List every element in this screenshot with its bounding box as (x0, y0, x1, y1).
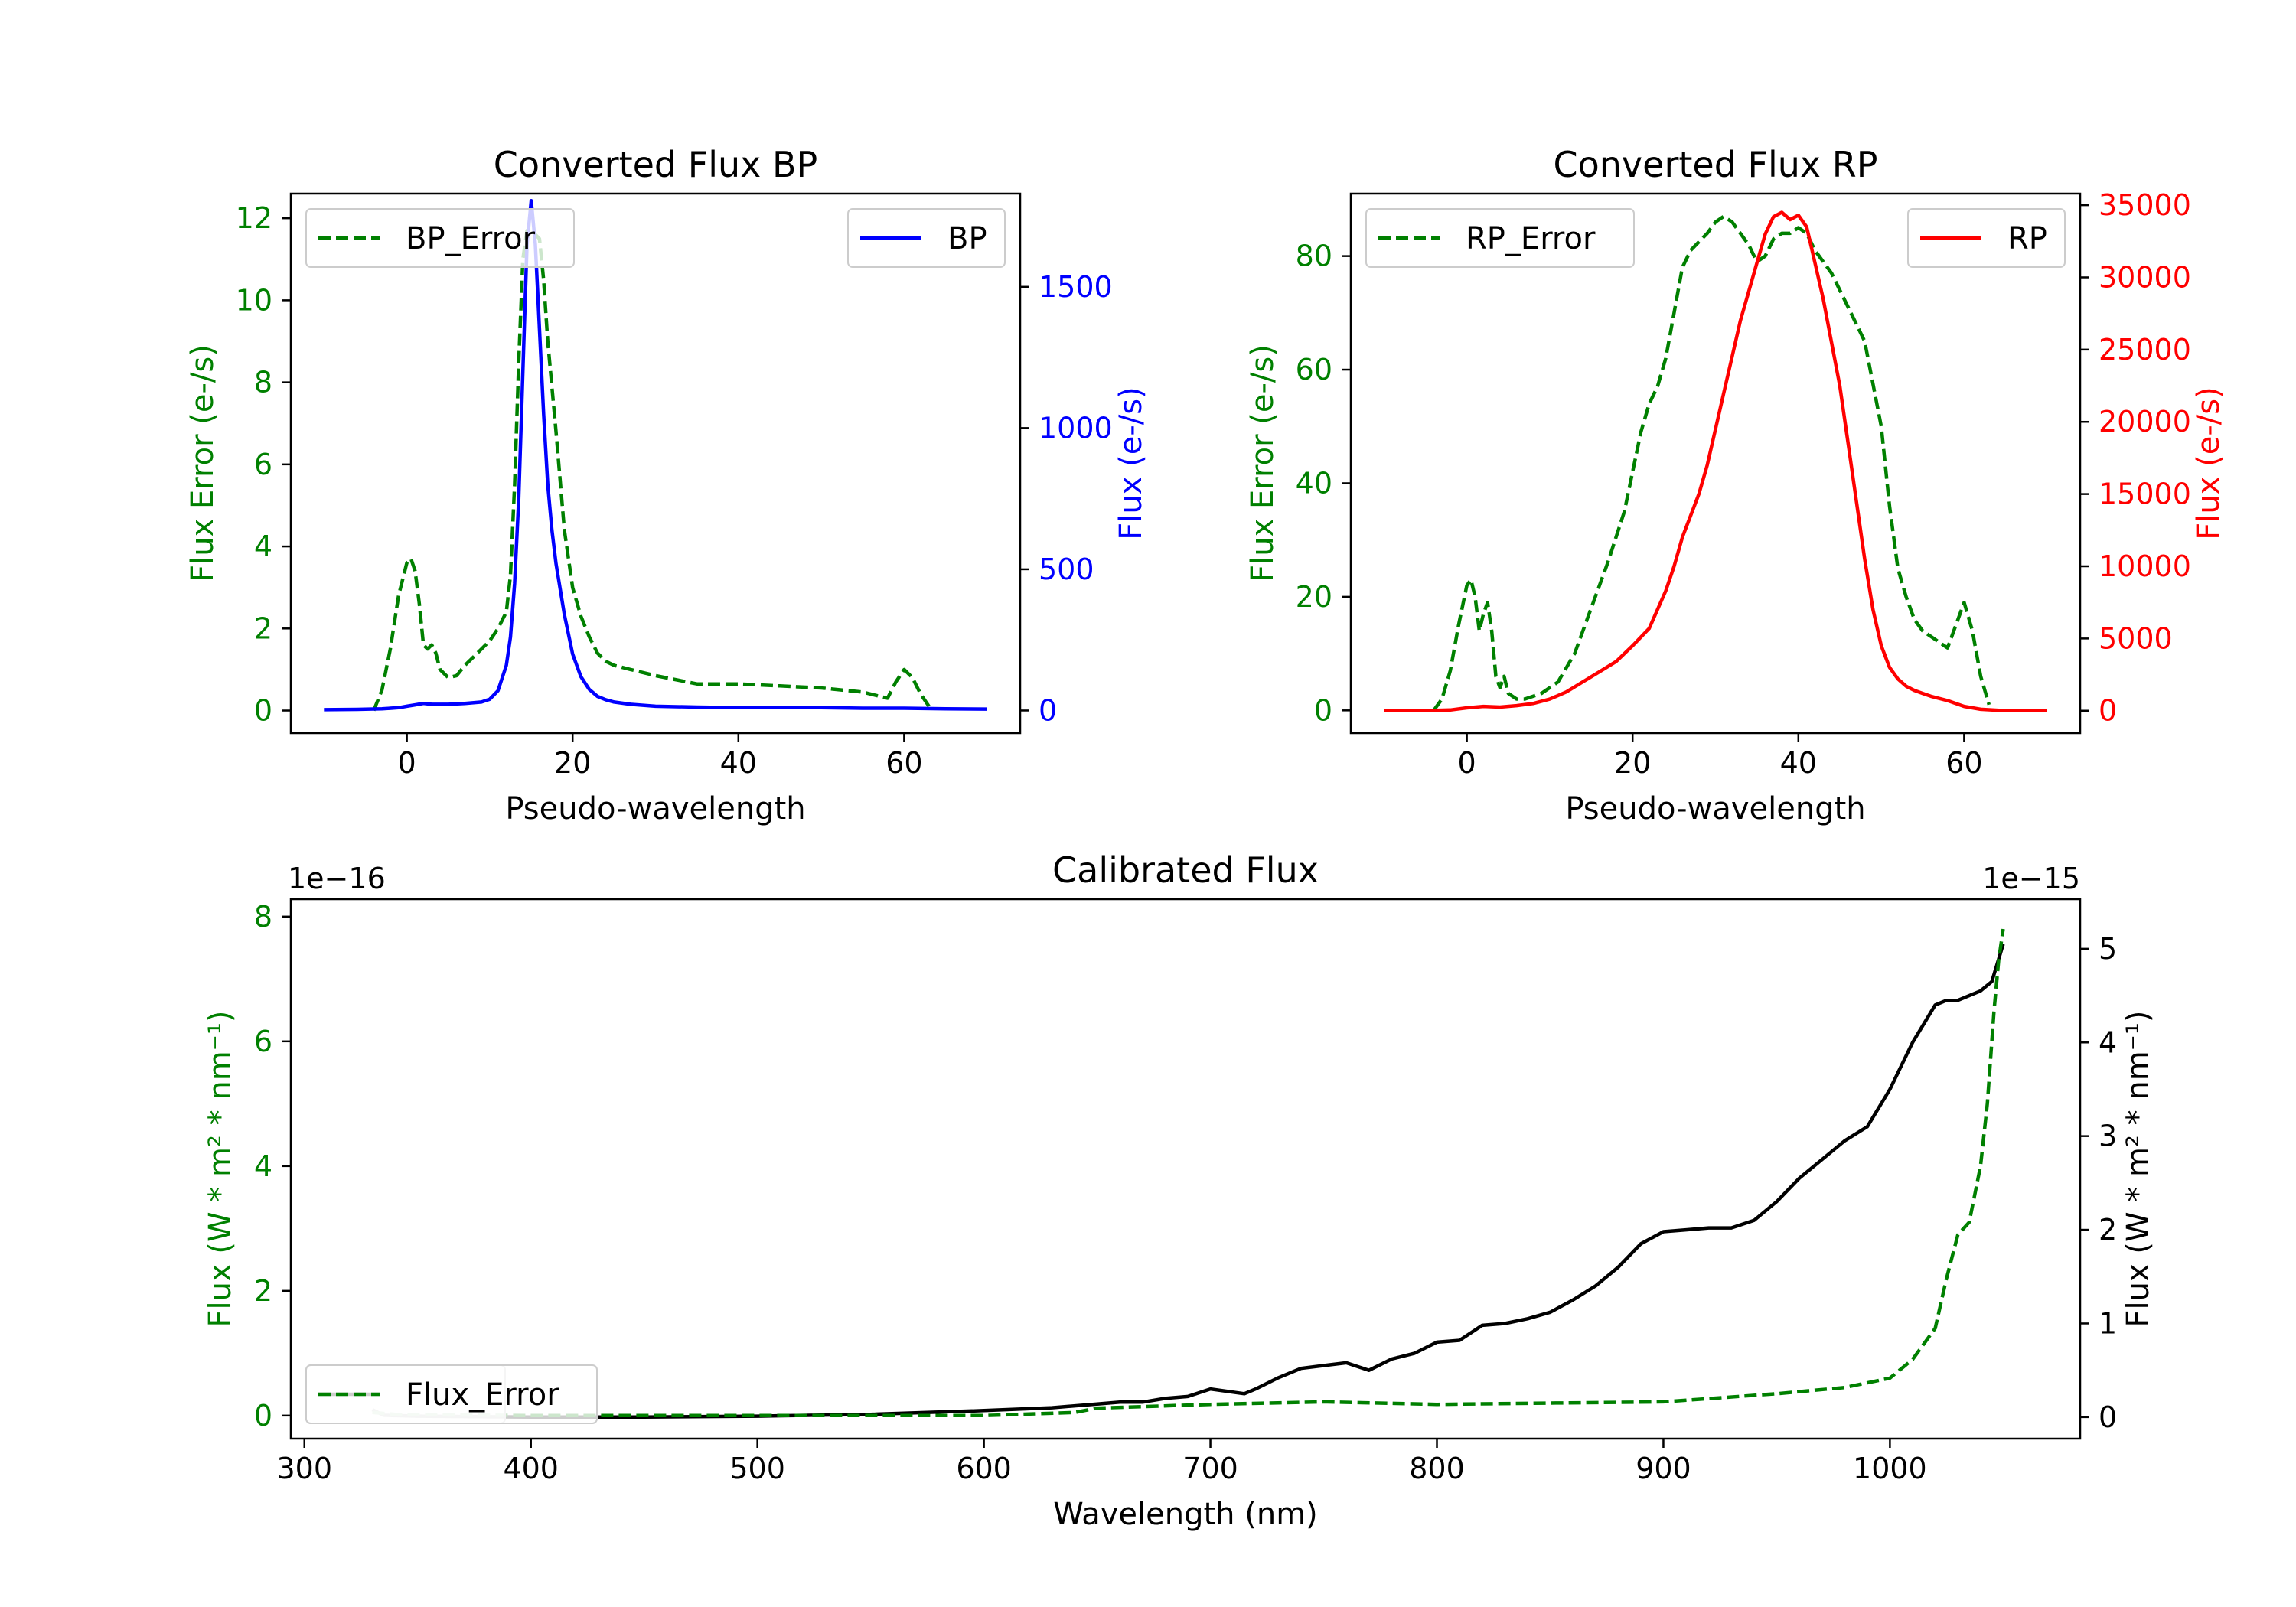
y-left-axis-label: Flux Error (e-/s) (185, 344, 220, 582)
plot-frame (1349, 192, 2082, 735)
x-tick-label: 400 (503, 1452, 559, 1485)
y-right-tick-label: 15000 (2099, 478, 2191, 511)
series-line-flux (371, 944, 2005, 1420)
x-axis-label: Pseudo-wavelength (505, 791, 805, 826)
plot-frame (289, 192, 1022, 735)
chart-calibrated-flux: 300 400 500 600 700 800 900 1000 0 2 4 6 8 0 1 2 3 4 5 Cali… (203, 849, 2156, 1532)
x-tick-label: 40 (720, 746, 757, 780)
series-line-bp-error (372, 229, 931, 712)
y-right-tick-label: 1 (2099, 1306, 2117, 1340)
chart-title: Converted Flux RP (1554, 144, 1878, 185)
x-tick-label: 0 (1458, 746, 1476, 780)
y-left-tick-label: 4 (254, 1149, 272, 1183)
x-tick-label: 600 (956, 1452, 1012, 1485)
y-right-tick-label: 5 (2099, 932, 2117, 966)
legend-flux-error: Flux_Error (305, 1364, 598, 1424)
y-left-tick-label: 40 (1296, 466, 1332, 500)
x-tick-label: 20 (1614, 746, 1651, 780)
y-left-tick-label: 0 (1314, 693, 1332, 727)
series-line-bp (324, 198, 987, 712)
x-axis-label: Pseudo-wavelength (1565, 791, 1865, 826)
y-right-tick-label: 5000 (2099, 621, 2173, 655)
y-left-tick-label: 2 (254, 1274, 272, 1308)
x-tick-label: 900 (1636, 1452, 1691, 1485)
y-right-tick-label: 0 (2099, 1400, 2117, 1434)
series-line-rp-error (1432, 214, 1991, 712)
y-right-tick-label: 10000 (2099, 549, 2191, 583)
y-left-axis-label: Flux Error (e-/s) (1245, 344, 1280, 582)
legend-bp: BP (847, 208, 1006, 268)
legend-label: Flux_Error (406, 1377, 559, 1413)
x-tick-label: 800 (1409, 1452, 1465, 1485)
y-left-tick-label: 12 (236, 201, 272, 235)
legend-box (1365, 208, 1635, 268)
y-right-tick-label: 25000 (2099, 333, 2191, 367)
x-axis-label: Wavelength (nm) (1053, 1497, 1318, 1532)
y-left-tick-label: 0 (254, 1399, 272, 1433)
y-right-axis-label: Flux (W * m² * nm⁻¹) (2121, 1011, 2156, 1328)
y-right-tick-label: 30000 (2099, 260, 2191, 294)
y-left-tick-label: 20 (1296, 580, 1332, 614)
y-left-tick-label: 80 (1296, 240, 1332, 273)
legend-box (1907, 208, 2066, 268)
x-tick-label: 40 (1780, 746, 1817, 780)
y-left-axis-label: Flux (W * m² * nm⁻¹) (203, 1011, 238, 1328)
x-tick-label: 60 (1945, 746, 1982, 780)
legend-label: RP_Error (1466, 221, 1596, 256)
chart-title: Converted Flux BP (494, 144, 818, 185)
y-right-axis-label: Flux (e-/s) (1114, 386, 1149, 539)
y-left-tick-label: 2 (254, 611, 272, 645)
y-right-tick-label: 1500 (1039, 270, 1113, 304)
y-right-tick-label: 500 (1039, 553, 1094, 586)
y-left-tick-label: 60 (1296, 353, 1332, 386)
legend-box (305, 208, 575, 268)
legend-label: BP_Error (406, 221, 536, 256)
y-right-tick-label: 35000 (2099, 188, 2191, 222)
x-tick-label: 700 (1182, 1452, 1238, 1485)
x-tick-label: 60 (885, 746, 922, 780)
x-tick-label: 20 (554, 746, 591, 780)
x-tick-label: 300 (276, 1452, 332, 1485)
x-tick-label: 0 (398, 746, 416, 780)
y-right-tick-label: 20000 (2099, 405, 2191, 438)
y-right-offset-label: 1e−15 (1982, 862, 2080, 895)
y-right-tick-label: 0 (1039, 693, 1057, 727)
chart-converted-flux-rp: 0 20 40 60 0 20 40 60 80 0 5000 10000 15000 20000 2500… (1245, 144, 2226, 826)
legend-box (305, 1364, 598, 1424)
legend-box (847, 208, 1006, 268)
legend-label: RP (2007, 221, 2047, 256)
y-left-tick-label: 6 (254, 1025, 272, 1058)
y-right-tick-label: 2 (2099, 1213, 2117, 1247)
y-right-tick-label: 4 (2099, 1025, 2117, 1059)
y-right-tick-label: 0 (2099, 694, 2117, 728)
y-left-offset-label: 1e−16 (288, 862, 386, 895)
legend-rp: RP (1907, 208, 2066, 268)
y-right-tick-label: 3 (2099, 1120, 2117, 1153)
y-right-tick-label: 1000 (1039, 411, 1113, 445)
y-right-axis-label: Flux (e-/s) (2191, 386, 2226, 539)
x-tick-label: 1000 (1853, 1452, 1927, 1485)
y-left-tick-label: 6 (254, 448, 272, 481)
y-left-tick-label: 10 (236, 283, 272, 317)
x-tick-label: 500 (729, 1452, 785, 1485)
chart-title: Calibrated Flux (1052, 849, 1319, 891)
y-left-tick-label: 0 (254, 694, 272, 728)
series-line-rp (1384, 210, 2047, 712)
chart-converted-flux-bp: 0 20 40 60 0 2 4 6 8 10 12 0 500 1000 1500 Converted Fl… (185, 144, 1149, 826)
legend-label: BP (947, 221, 987, 256)
legend-bp-error: BP_Error (305, 208, 575, 268)
y-left-tick-label: 8 (254, 900, 272, 934)
y-left-tick-label: 8 (254, 366, 272, 399)
y-left-tick-label: 4 (254, 530, 272, 563)
legend-rp-error: RP_Error (1365, 208, 1635, 268)
plot-frame (289, 898, 2082, 1440)
